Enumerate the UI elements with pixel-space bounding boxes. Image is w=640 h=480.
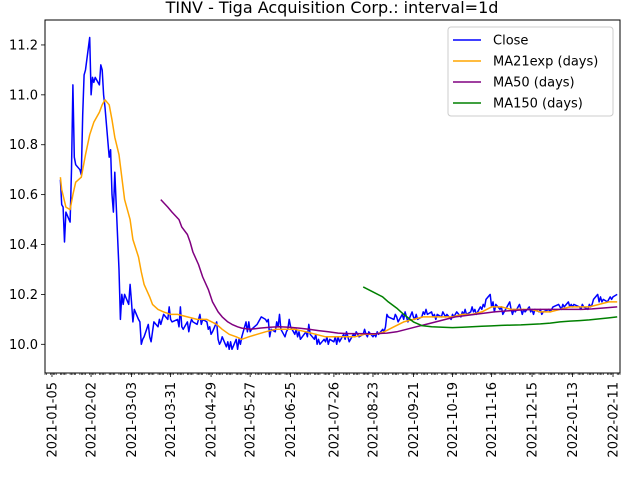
series-line-1 (59, 99, 618, 341)
x-tick-label: 2021-10-19 (446, 382, 461, 458)
series-line-0 (59, 36, 618, 351)
series-line-3 (362, 286, 618, 329)
x-tick-label: 2021-01-05 (45, 382, 60, 458)
x-tick-label: 2021-09-21 (407, 382, 422, 458)
legend-box (447, 26, 614, 117)
x-tick-label: 2021-08-23 (366, 382, 381, 458)
x-tick-label: 2022-01-13 (566, 382, 581, 458)
y-tick-label: 10.8 (9, 138, 38, 153)
y-tick-label: 10.0 (9, 338, 38, 353)
x-tick-label: 2021-02-02 (85, 382, 100, 458)
y-tick-label: 10.4 (9, 238, 38, 253)
x-tick-label: 2021-03-31 (164, 382, 179, 458)
y-axis: 10.0 10.2 10.4 10.6 10.8 11.0 11.2 (9, 38, 45, 353)
y-tick-label: 10.6 (9, 188, 38, 203)
y-tick-label: 11.0 (9, 88, 38, 103)
x-tick-label: 2021-06-25 (284, 382, 299, 458)
y-tick-label: 11.2 (9, 38, 38, 53)
x-tick-label: 2021-03-03 (125, 382, 140, 458)
x-tick-label: 2022-02-11 (607, 382, 622, 458)
x-tick-label: 2021-07-26 (327, 382, 342, 458)
x-tick-label: 2021-11-16 (485, 382, 500, 458)
x-tick-label: 2021-12-15 (526, 382, 541, 458)
legend-label: MA150 (days) (493, 97, 583, 112)
chart-title: TINV - Tiga Acquisition Corp.: interval=… (165, 0, 499, 17)
legend-label: MA21exp (days) (493, 55, 598, 70)
x-axis: 2021-01-05 2021-02-02 2021-03-03 2021-03-31… (44, 373, 622, 458)
x-tick-label: 2021-04-29 (205, 382, 220, 458)
legend-label: Close (493, 34, 528, 49)
series-line-2 (160, 199, 618, 335)
plot-frame (44, 19, 621, 374)
y-tick-label: 10.2 (9, 288, 38, 303)
series-layer (59, 36, 618, 351)
x-tick-label: 2021-05-27 (244, 382, 259, 458)
legend-label: MA50 (days) (493, 76, 575, 91)
legend: Close MA21exp (days) MA50 (days) MA150 (day… (447, 26, 614, 117)
